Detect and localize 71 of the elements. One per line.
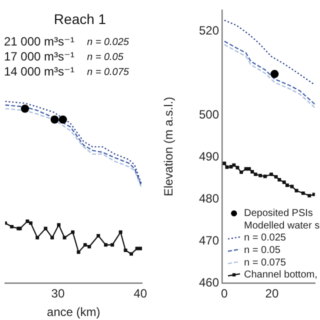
point [57, 223, 60, 227]
legend-label: n = 0.05 [244, 245, 281, 256]
y-tick-label: 470 [198, 233, 220, 248]
point [312, 192, 315, 196]
point [229, 165, 233, 168]
point [270, 172, 273, 176]
point [50, 236, 54, 240]
point [270, 70, 279, 78]
point [138, 246, 142, 250]
x-tick-label: 30 [51, 286, 65, 301]
point [244, 167, 248, 171]
point [29, 221, 32, 225]
text: 17 000 m³s⁻¹ [4, 49, 74, 64]
point [88, 244, 91, 248]
point [263, 174, 267, 178]
point [301, 191, 305, 195]
point [278, 178, 282, 182]
point [58, 115, 67, 124]
y-axis-title: Elevation (m a.s.l.) [162, 96, 176, 196]
chart-title: Reach 1 [54, 10, 106, 27]
point [225, 165, 229, 169]
text: n = 0.05 [87, 52, 124, 63]
legend-label: n = 0.075 [244, 257, 286, 268]
point [282, 180, 286, 184]
point [308, 194, 312, 198]
x-tick-label: 40 [134, 286, 148, 301]
point [62, 236, 66, 240]
text: 14 000 m³s⁻¹ [4, 64, 74, 78]
x-tick-label: 0 [221, 286, 228, 301]
text: n = 0.075 [87, 66, 130, 78]
point [50, 115, 59, 124]
point [240, 170, 244, 174]
point [236, 166, 240, 170]
point [290, 184, 294, 188]
legend-label: Deposited PSIs [244, 208, 313, 220]
point [124, 248, 128, 252]
y-tick-label: 460 [198, 275, 220, 290]
point [258, 174, 262, 178]
legend-label: Channel bottom, [244, 270, 318, 281]
point [254, 172, 258, 176]
point [250, 170, 254, 174]
text: n = 0.025 [87, 36, 130, 48]
y-tick-label: 500 [198, 107, 220, 122]
point [274, 175, 278, 179]
point [110, 243, 114, 247]
point [26, 220, 30, 223]
y-tick-label: 520 [198, 23, 220, 38]
y-tick-label: 480 [198, 191, 220, 206]
point [71, 230, 75, 234]
point [232, 163, 236, 167]
legend-title: Modelled water s [244, 220, 320, 232]
point [83, 243, 87, 247]
point [36, 236, 40, 240]
point [294, 188, 298, 192]
line-series [224, 20, 315, 86]
text: 21 000 m³s⁻¹ [4, 34, 74, 48]
point [222, 162, 226, 166]
point [10, 224, 14, 228]
point [76, 250, 80, 254]
x-tick-label: 20 [265, 286, 279, 301]
legend-label: n = 0.025 [244, 232, 286, 244]
point [44, 226, 48, 230]
point [96, 234, 100, 238]
x-axis-title: ance (km) [46, 305, 100, 320]
point [118, 230, 122, 234]
point [285, 183, 289, 187]
y-tick-label: 490 [198, 149, 220, 164]
point [20, 104, 30, 113]
point [130, 252, 134, 256]
point [104, 243, 108, 247]
point [247, 167, 251, 171]
